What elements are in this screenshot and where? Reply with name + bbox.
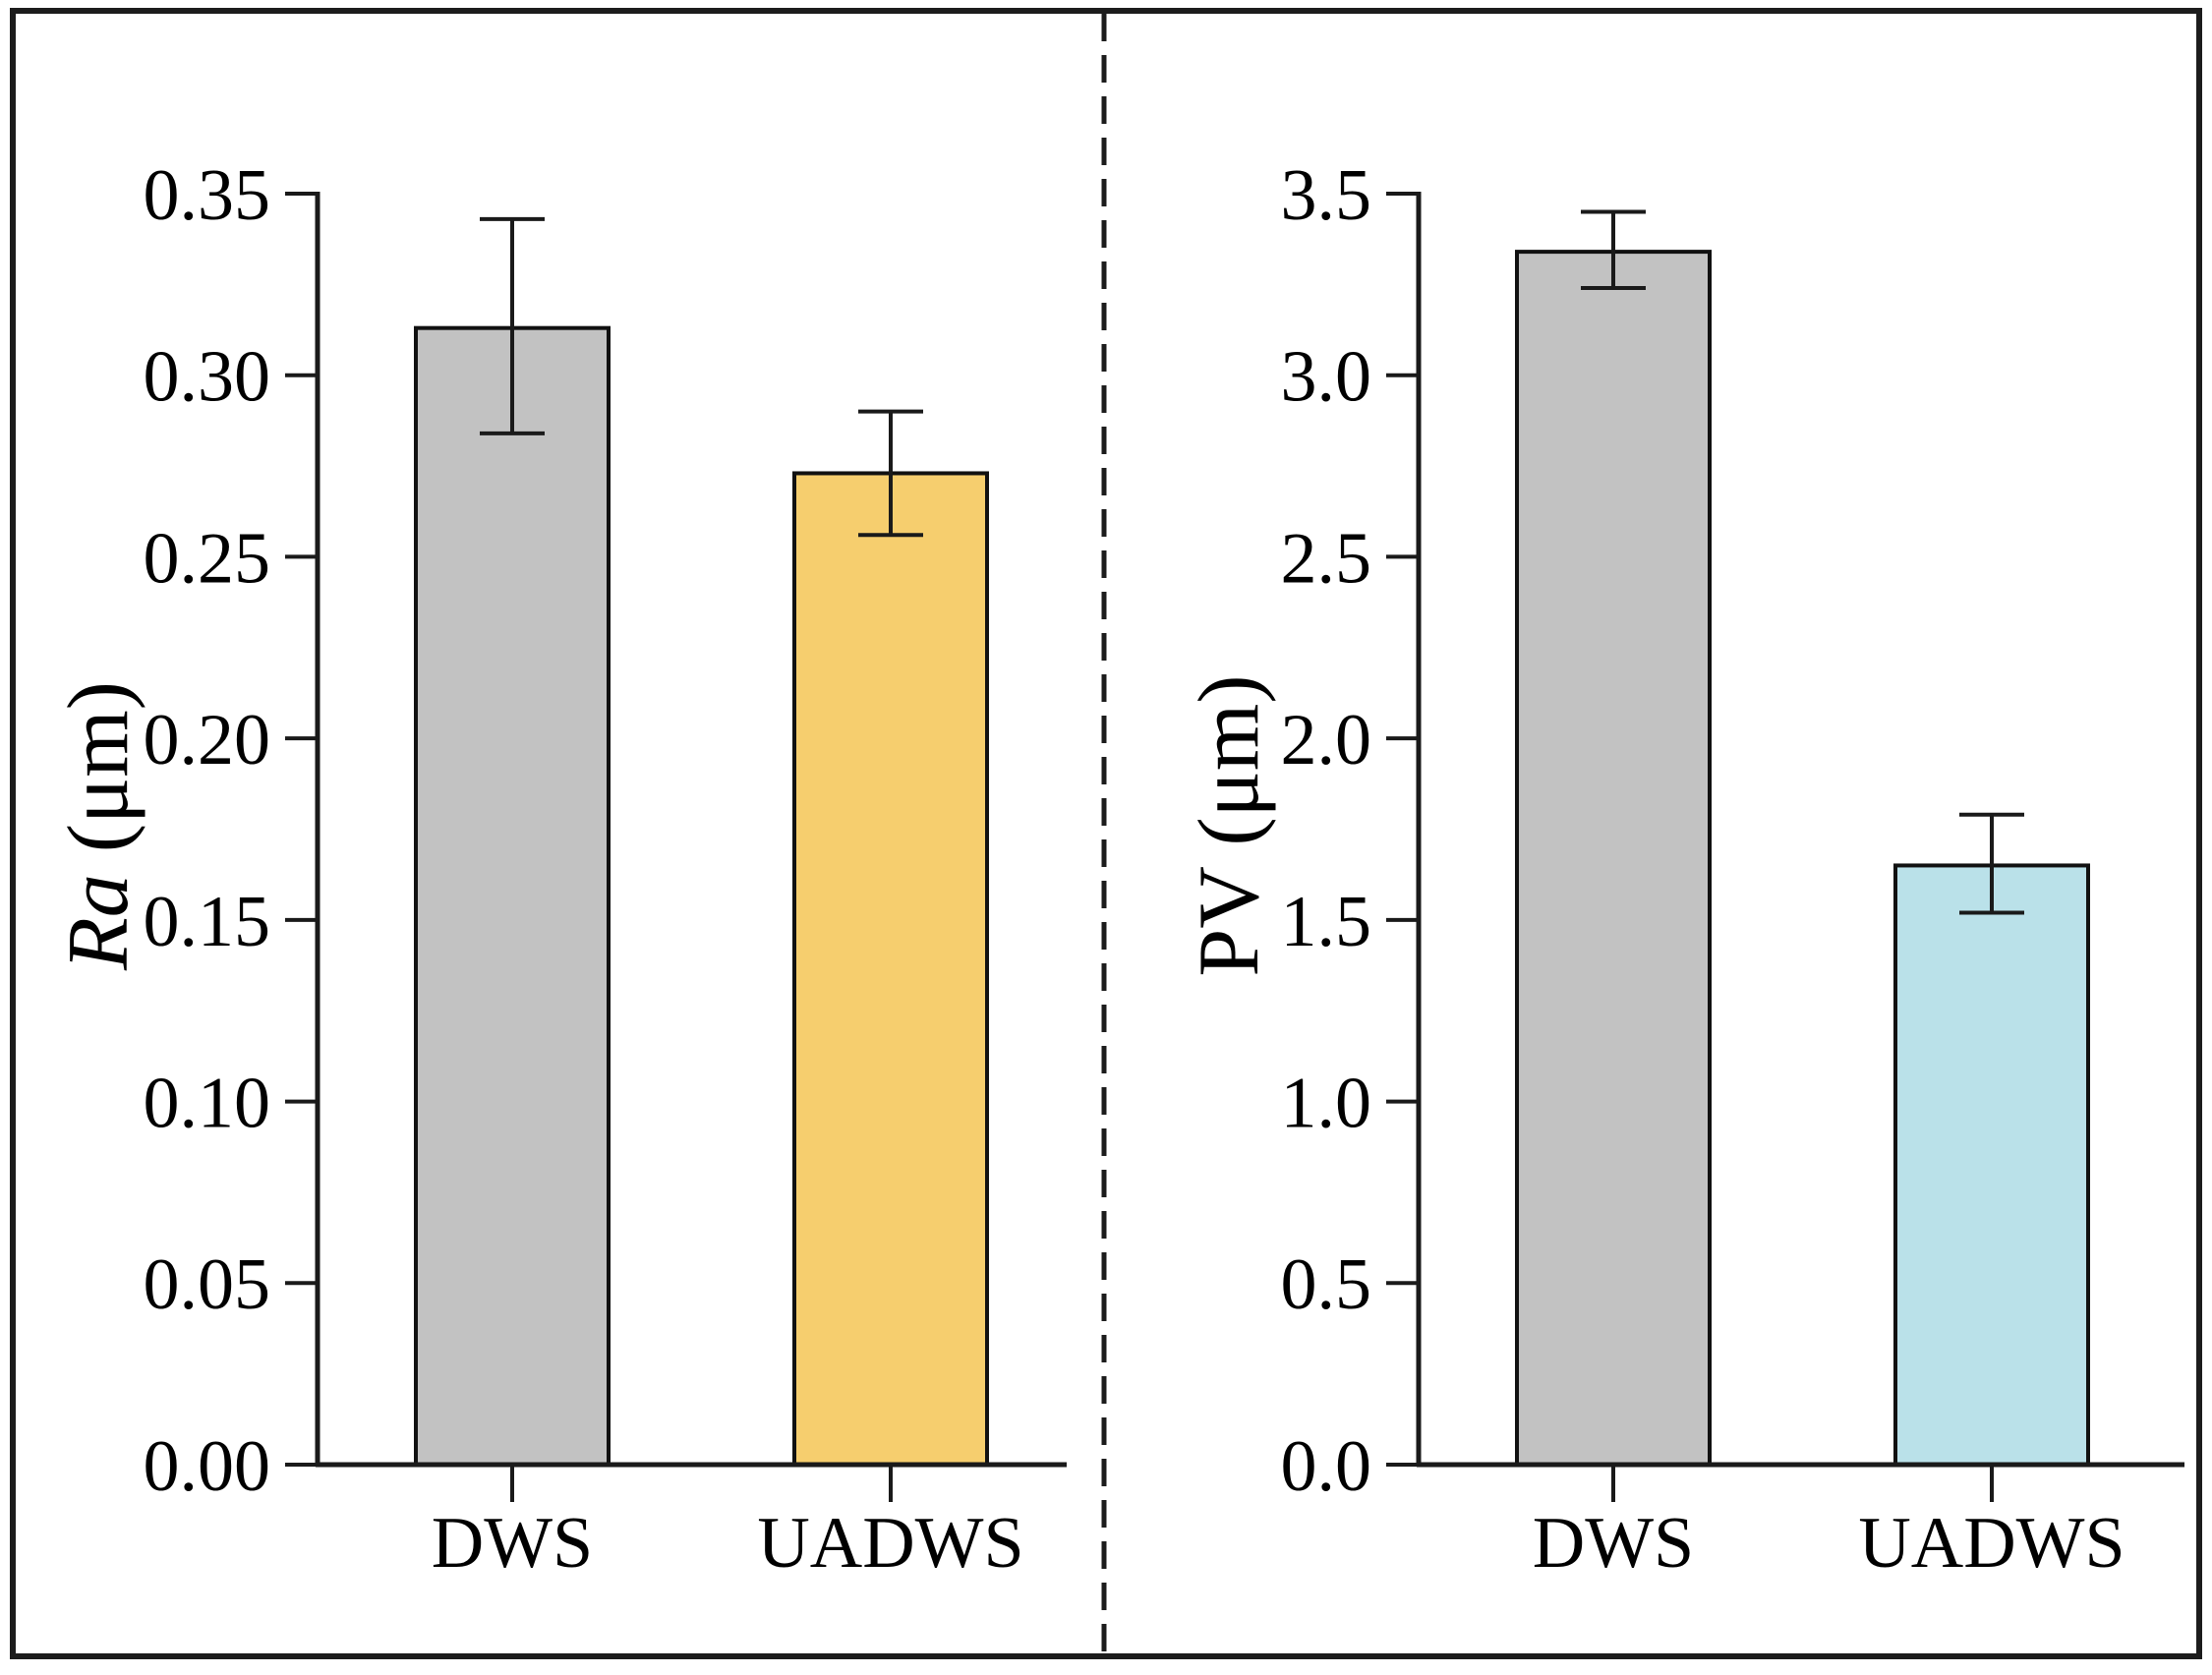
y-tick-label: 0.15 (144, 882, 271, 962)
y-tick-label: 0.00 (144, 1426, 271, 1507)
y-tick-label: 3.0 (1281, 337, 1372, 418)
y-tick-label: 0.05 (144, 1244, 271, 1325)
y-tick-label: 1.5 (1281, 882, 1372, 962)
y-tick-label: 0.20 (144, 700, 271, 780)
bar-pv-dws (1515, 250, 1712, 1468)
y-tick-label: 2.5 (1281, 518, 1372, 599)
y-tick-label: 0.25 (144, 518, 271, 599)
y-tick-label: 0.30 (144, 337, 271, 418)
figure-border (10, 8, 2202, 1659)
x-category-label: UADWS (1858, 1503, 2125, 1584)
y-axis-title: PV (μm) (1182, 674, 1277, 976)
y-tick-label: 0.0 (1281, 1426, 1372, 1507)
bar-pv-uadws (1893, 863, 2090, 1467)
x-category-label: UADWS (757, 1503, 1023, 1584)
y-tick-label: 0.5 (1281, 1244, 1372, 1325)
bar-ra-uadws (792, 471, 989, 1467)
y-tick-label: 3.5 (1281, 155, 1372, 236)
x-category-label: DWS (432, 1503, 593, 1584)
chart-panel-ra: 0.00 0.05 0.10 0.15 0.20 0.25 0.30 0.35 DWS UADWS… (51, 155, 1067, 1584)
y-tick-label: 0.10 (144, 1063, 271, 1143)
x-category-label: DWS (1533, 1503, 1694, 1584)
y-tick-label: 1.0 (1281, 1063, 1372, 1143)
y-tick-label: 2.0 (1281, 700, 1372, 780)
y-axis-title: Ra (μm) (51, 681, 146, 971)
bar-ra-dws (414, 325, 611, 1467)
y-tick-label: 0.35 (144, 155, 271, 236)
chart-panel-pv: 0.0 0.5 1.0 1.5 2.0 2.5 3.0 3.5 DWS UADWS PV (μm) (1182, 155, 2184, 1584)
